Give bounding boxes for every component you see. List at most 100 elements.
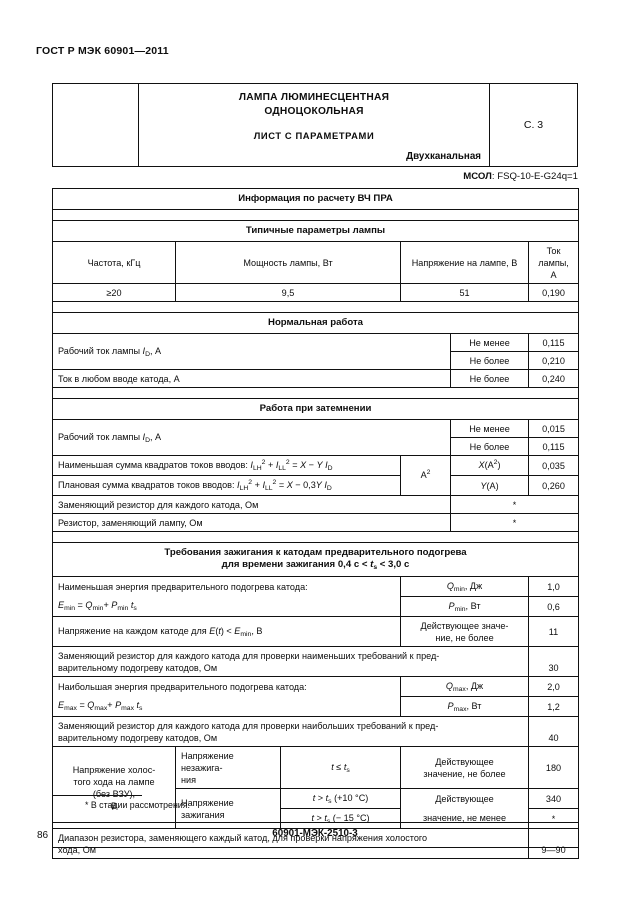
dimming-lamp-current-label: Рабочий ток лампы ID, А [52, 419, 451, 456]
dimming-planned-sum-text: Плановая сумма квадратов токов вводов: [58, 479, 235, 490]
page-reference: С. 3 [523, 119, 544, 131]
ignition-rms-line2: значение, не менее [400, 808, 529, 829]
ignition-rms-line1: Действующее [400, 788, 529, 809]
msol-label: МСОЛ [463, 171, 492, 182]
spacer-cell [51, 301, 580, 313]
normal-cathode-current-label: Ток в любом вводе катода, А [52, 369, 451, 388]
section-preheat-title: Требования зажигания к катодам предварит… [51, 542, 580, 577]
footnote-divider [52, 795, 142, 796]
normal-row3-condition: Не более [450, 369, 529, 388]
normal-row2-condition: Не более [450, 351, 529, 370]
table-row: Рабочий ток лампы ID, А Не менее 0,115 [52, 333, 580, 370]
preheat-cathode-voltage-value: 11 [527, 616, 580, 647]
table-row: Ток в любом вводе катода, А Не более 0,2… [52, 369, 580, 388]
dimming-resistor-lamp-value: * [449, 513, 580, 532]
open-circuit-line2: того хода на лампе [73, 776, 155, 787]
dimming-x-symbol: X(A2) [450, 455, 529, 476]
dimming-row1-condition: Не менее [450, 419, 529, 438]
typical-value-frequency: ≥20 [52, 283, 176, 302]
dimming-row1-value: 0,015 [527, 419, 580, 438]
preheat-min-energy-label: Наименьшая энергия предварительного подо… [52, 576, 401, 597]
no-ignition-rms-line1: Действующее [435, 756, 494, 767]
preheat-max-energy-label: Наибольшая энергия предварительного подо… [52, 676, 401, 697]
ignition-condition-warm: t > ts (+10 °С) [280, 788, 401, 809]
section-normal-operation: Нормальная работа [51, 312, 580, 334]
section-typical-params: Типичные параметры лампы [51, 220, 580, 242]
no-ignition-voltage-label: Напряжение незажига- ния [175, 746, 281, 789]
normal-lamp-current-label: Рабочий ток лампы ID, А [52, 333, 451, 370]
parameters-table: Информация по расчету ВЧ ПРА Типичные па… [51, 188, 580, 859]
section-ballast-info: Информация по расчету ВЧ ПРА [51, 188, 580, 210]
table-row: Типичные параметры лампы [51, 220, 580, 242]
table-row: Наименьшая сумма квадратов токов вводов:… [52, 455, 580, 496]
typical-header-frequency: Частота, кГц [52, 241, 176, 284]
table-row: Рабочий ток лампы ID, А Не менее 0,015 [52, 419, 580, 456]
dimming-min-sum-label: Наименьшая сумма квадратов токов вводов:… [52, 455, 401, 476]
spacer-cell [51, 209, 580, 221]
table-row: Заменяющий резистор для каждого катода д… [52, 716, 580, 747]
standard-header: ГОСТ Р МЭК 60901—2011 [36, 45, 169, 57]
table-row: Информация по расчету ВЧ ПРА [51, 188, 580, 210]
table-row: Напряжение холос- того хода на лампе (бе… [52, 746, 580, 829]
preheat-min-energy-formula: Emin = Qmin+ Pmin ts [52, 596, 401, 617]
typical-value-current: 0,190 [527, 283, 580, 302]
no-ignition-rms-condition: Действующее значение, не более [400, 746, 529, 789]
doc-code-bottom-rule [52, 847, 578, 848]
preheat-cathode-voltage-label: Напряжение на каждом катоде для E(t) < E… [52, 616, 401, 647]
no-ignition-rms-line2: значение, не более [423, 768, 506, 779]
table-row: ≥20 9,5 51 0,190 [52, 283, 580, 302]
preheat-qmin-symbol: Qmin, Дж [400, 576, 529, 597]
preheat-max-energy-formula: Emax = Qmax+ Pmax ts [52, 696, 401, 717]
lamp-title-line2: ОДНОЦОКОЛЬНАЯ [264, 105, 364, 117]
table-row: Резистор, заменяющий лампу, Ом * [52, 513, 580, 532]
typical-value-power: 9,5 [175, 283, 401, 302]
typical-header-current: Ток лампы, А [527, 241, 580, 284]
ignition-value-warm: 340 [527, 788, 580, 809]
dimming-resistor-lamp-label: Резистор, заменяющий лампу, Ом [52, 513, 451, 532]
table-row: Заменяющий резистор для каждого катода д… [52, 646, 580, 677]
preheat-qmax-value: 2,0 [527, 676, 580, 697]
open-circuit-line1: Напряжение холос- [72, 764, 156, 775]
table-row: Emin = Qmin+ Pmin ts Pmin, Вт 0,6 [52, 596, 580, 617]
table-row-spacer [51, 209, 580, 221]
preheat-title-line2: для времени зажигания 0,4 с < ts < 3,0 с [221, 559, 410, 572]
table-row-spacer [51, 387, 580, 399]
preheat-cathode-voltage-condition: Действующее значе- ние, не более [400, 616, 529, 647]
lamp-title-line1: ЛАМПА ЛЮМИНЕСЦЕНТНАЯ [238, 92, 390, 103]
ignition-value-cold: * [527, 808, 580, 829]
dimming-x-value: 0,035 [527, 455, 580, 476]
table-row: Заменяющий резистор для каждого катода, … [52, 495, 580, 514]
table-row: Требования зажигания к катодам предварит… [51, 542, 580, 577]
preheat-pmin-symbol: Pmin, Вт [400, 596, 529, 617]
section-dimming-operation: Работа при затемнении [51, 398, 580, 420]
dimming-min-sum-text: Наименьшая сумма квадратов токов вводов: [58, 459, 248, 470]
table-row: Наибольшая энергия предварительного подо… [52, 676, 580, 697]
sheet-label: ЛИСТ С ПАРАМЕТРАМИ [253, 130, 375, 141]
doc-code-top-rule [52, 822, 578, 823]
table-row: Не более 0,210 [53, 351, 580, 370]
normal-row3-value: 0,240 [527, 369, 580, 388]
normal-row1-condition: Не менее [450, 333, 529, 352]
preheat-resistor-min-value: 30 [527, 646, 580, 677]
dimming-planned-sum-label: Плановая сумма квадратов токов вводов: I… [52, 475, 401, 496]
spacer-cell [51, 387, 580, 399]
footnote-text: * В стадии рассмотрения. [85, 800, 190, 810]
channel-label: Двухканальная [406, 151, 481, 162]
table-row: Emax = Qmax+ Pmax ts Pmax, Вт 1,2 [52, 696, 580, 717]
typical-header-voltage: Напряжение на лампе, В [400, 241, 529, 284]
table-row: Наименьшая энергия предварительного подо… [52, 576, 580, 597]
title-block: ЛАМПА ЛЮМИНЕСЦЕНТНАЯ ОДНОЦОКОЛЬНАЯ ЛИСТ … [52, 83, 578, 167]
preheat-qmin-value: 1,0 [527, 576, 580, 597]
normal-row1-value: 0,115 [527, 333, 580, 352]
document-code: 60901-МЭК-2510-3 [272, 828, 358, 839]
normal-row2-value: 0,210 [527, 351, 580, 370]
dimming-unit-a-squared: A2 [400, 455, 451, 496]
table-row: Не более 0,115 [53, 437, 580, 456]
table-row: Частота, кГц Мощность лампы, Вт Напряжен… [52, 241, 580, 284]
table-row: Напряжение зажигания t > ts (+10 °С) Дей… [53, 788, 580, 829]
table-row: Напряжение на каждом катоде для E(t) < E… [52, 616, 580, 647]
typical-header-power: Мощность лампы, Вт [175, 241, 401, 284]
msol-line: МСОЛ: FSQ-10-E-G24q=1 [52, 171, 578, 182]
preheat-title-line1: Требования зажигания к катодам предварит… [164, 547, 467, 558]
